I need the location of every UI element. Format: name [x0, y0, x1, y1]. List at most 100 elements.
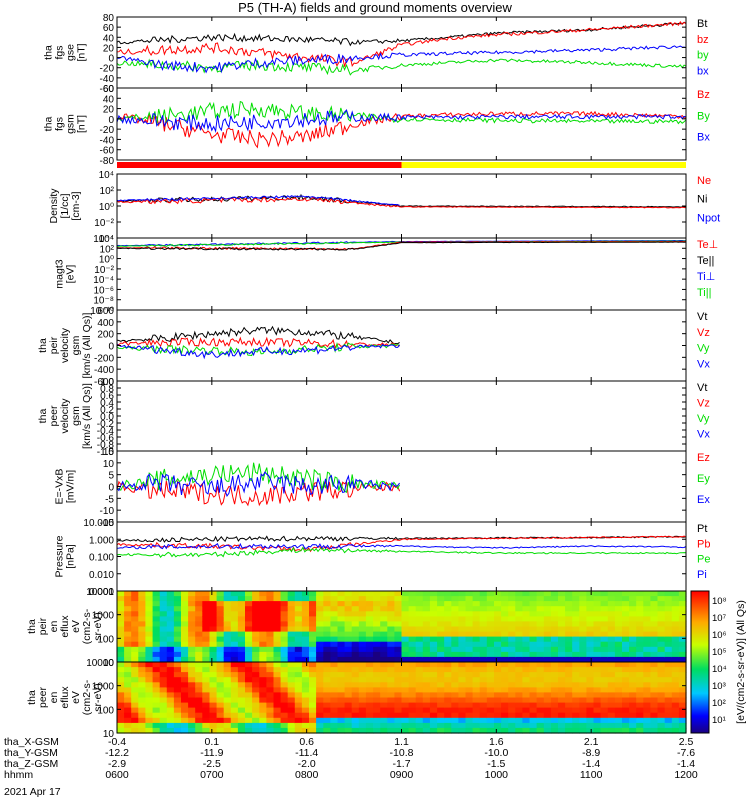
spectrogram-cell	[358, 601, 367, 607]
spectrogram-cell	[522, 596, 531, 602]
spectrogram-cell	[636, 631, 644, 638]
spectrogram-cell	[600, 601, 609, 607]
spectrogram-cell	[152, 611, 161, 617]
spectrogram-cell	[678, 626, 687, 633]
spectrogram-cell	[479, 702, 488, 709]
spectrogram-cell	[415, 667, 424, 673]
spectrogram-cell	[394, 591, 403, 597]
spectrogram-cell	[124, 677, 132, 683]
spectrogram-cell	[486, 707, 495, 714]
spectrogram-cell	[429, 606, 438, 612]
spectrogram-cell	[344, 662, 353, 668]
spectrogram-cell	[301, 616, 310, 623]
spectrogram-cell	[287, 636, 296, 643]
spectrogram-cell	[522, 621, 531, 628]
spectrogram-cell	[451, 641, 459, 648]
y-tick-label: -40	[100, 135, 115, 146]
spectrogram-cell	[508, 631, 516, 638]
spectrogram-cell	[309, 641, 317, 648]
spectrogram-cell	[145, 631, 154, 638]
spectrogram-cell	[465, 636, 474, 643]
spectrogram-cell	[479, 626, 488, 633]
spectrogram-cell	[579, 697, 587, 704]
spectrogram-cell	[152, 662, 161, 668]
spectrogram-cell	[636, 611, 644, 617]
spectrogram-cell	[657, 621, 666, 628]
spectrogram-cell	[657, 712, 666, 719]
spectrogram-cell	[365, 662, 374, 668]
legend-te⊥: Te⊥	[697, 239, 718, 251]
spectrogram-cell	[494, 611, 502, 617]
spectrogram-cell	[494, 596, 502, 602]
spectrogram-cell	[472, 626, 481, 633]
x-tick-label: -1.7	[392, 758, 410, 770]
spectrogram-cell	[316, 712, 324, 719]
spectrogram-cell	[301, 606, 310, 612]
spectrogram-cell	[622, 641, 630, 648]
spectrogram-cell	[117, 606, 125, 612]
spectrogram-cell	[472, 601, 481, 607]
spectrogram-cell	[209, 606, 218, 612]
spectrogram-cell	[287, 687, 296, 694]
spectrogram-cell	[287, 672, 296, 678]
x-tick-label: 2.5	[679, 736, 694, 748]
spectrogram-cell	[579, 601, 587, 607]
spectrogram-cell	[401, 662, 410, 668]
spectrogram-cell	[195, 611, 203, 617]
spectrogram-cell	[657, 677, 666, 683]
spectrogram-cell	[358, 722, 367, 729]
spectrogram-cell	[472, 606, 481, 612]
spectrogram-cell	[472, 667, 481, 673]
spectrogram-cell	[565, 606, 573, 612]
spectrogram-cell	[643, 677, 651, 683]
spectrogram-cell	[678, 641, 687, 648]
spectrogram-cell	[614, 636, 623, 643]
spectrogram-cell	[138, 677, 146, 683]
spectrogram-cell	[152, 667, 161, 673]
spectrogram-cell	[479, 631, 488, 638]
colorbar-label: [eV/(cm2-s-sr-eV)] (All Qs)	[735, 600, 747, 724]
spectrogram-cell	[152, 717, 161, 724]
spectrogram-cell	[138, 702, 146, 709]
spectrogram-cell	[458, 626, 467, 633]
spectrogram-cell	[365, 636, 374, 643]
x-row-label: tha_Z-GSM	[4, 758, 58, 770]
spectrogram-cell	[117, 601, 125, 607]
spectrogram-cell	[429, 591, 438, 597]
spectrogram-cell	[323, 611, 331, 617]
spectrogram-cell	[429, 626, 438, 633]
spectrogram-cell	[558, 682, 566, 688]
spectrogram-cell	[501, 677, 509, 683]
spectrogram-cell	[515, 626, 523, 633]
spectrogram-cell	[124, 621, 132, 628]
spectrogram-cell	[387, 596, 395, 602]
spectrogram-cell	[550, 611, 559, 617]
spectrogram-cell	[458, 631, 467, 638]
legend-ey: Ey	[697, 473, 710, 485]
spectrogram-cell	[600, 722, 609, 729]
spectrogram-cell	[138, 712, 146, 719]
spectrogram-cell	[280, 712, 289, 719]
legend-ti⊥: Ti⊥	[697, 271, 715, 283]
spectrogram-cell	[266, 611, 275, 617]
spectrogram-cell	[579, 636, 587, 643]
spectrogram-cell	[508, 677, 516, 683]
series-Ez	[116, 478, 401, 507]
spectrogram-cell	[166, 672, 175, 678]
spectrogram-cell	[558, 621, 566, 628]
spectrogram-cell	[323, 616, 331, 623]
spectrogram-cell	[508, 591, 516, 597]
spectrogram-cell	[678, 727, 687, 734]
spectrogram-cell	[124, 641, 132, 648]
spectrogram-cell	[294, 601, 303, 607]
spectrogram-cell	[166, 626, 175, 633]
spectrogram-cell	[586, 667, 595, 673]
spectrogram-cell	[230, 717, 239, 724]
spectrogram-cell	[202, 646, 210, 653]
spectrogram-cell	[565, 646, 573, 653]
spectrogram-cell	[358, 596, 367, 602]
spectrogram-cell	[579, 641, 587, 648]
spectrogram-cell	[387, 626, 395, 633]
spectrogram-cell	[159, 651, 168, 658]
spectrogram-cell	[330, 651, 339, 658]
